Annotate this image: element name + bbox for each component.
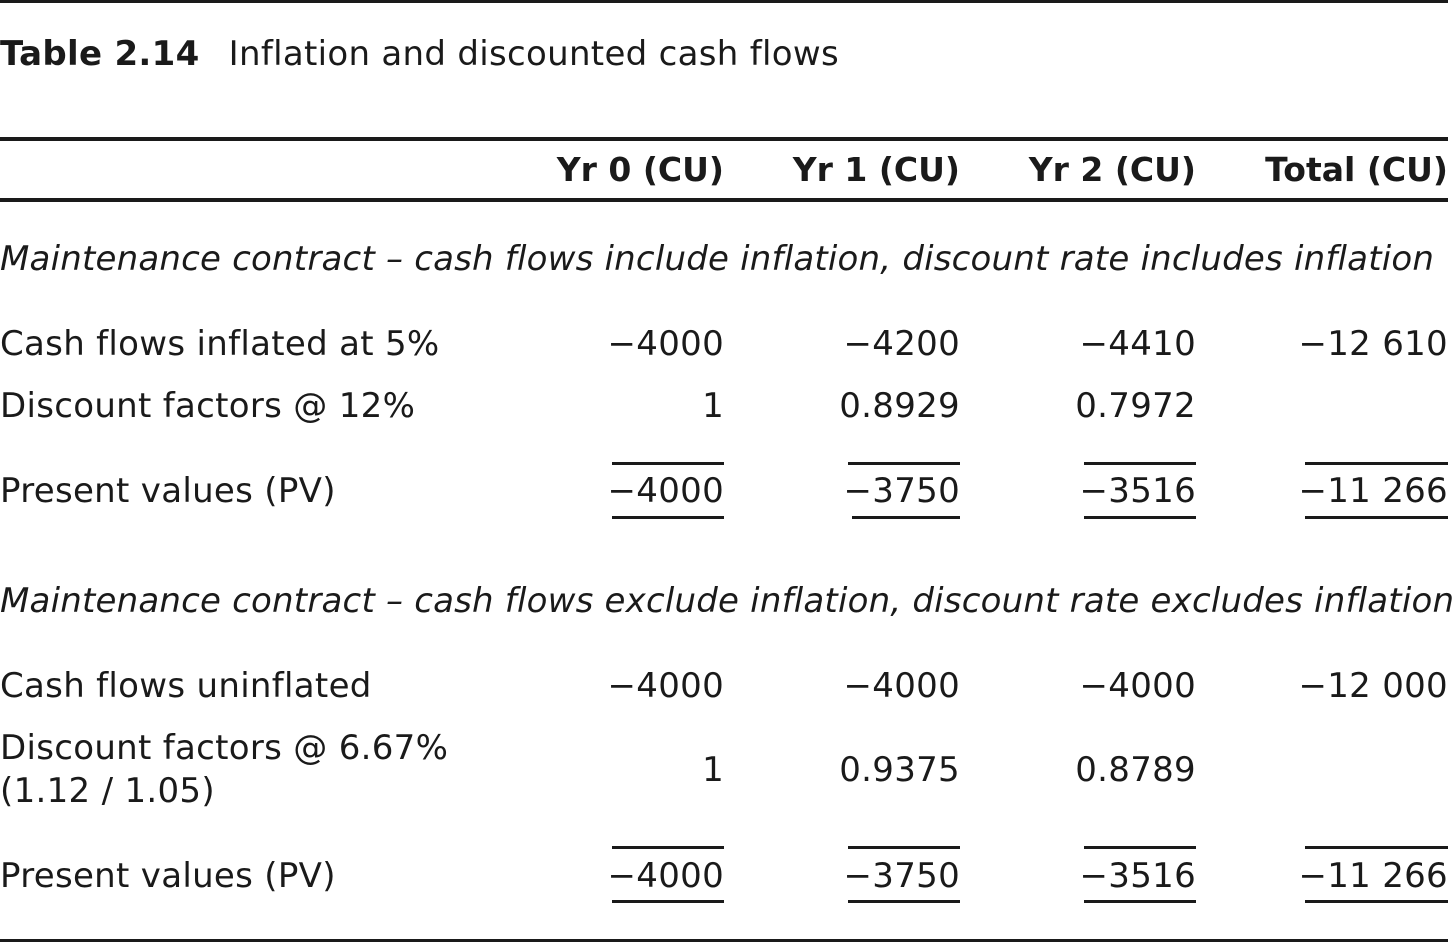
header-bottom-rule <box>0 198 1448 202</box>
column-header-yr1: Yr 1 (CU) <box>792 150 960 189</box>
cell: −4000 <box>843 666 960 706</box>
cell: −3750 <box>843 856 960 896</box>
cell: −12 610 <box>1298 324 1448 364</box>
header-top-rule <box>0 137 1448 141</box>
bottom-rule <box>0 939 1448 942</box>
sum-overline <box>1305 462 1448 465</box>
cell: 0.7972 <box>1075 386 1196 426</box>
cell: −3750 <box>843 471 960 511</box>
top-rule <box>0 0 1448 3</box>
cell: −4410 <box>1079 324 1196 364</box>
column-header-total: Total (CU) <box>1265 150 1448 189</box>
sum-underline <box>852 516 960 519</box>
cell: 0.9375 <box>839 750 960 790</box>
sum-overline <box>612 846 724 849</box>
row-label-discount-factors-667: Discount factors @ 6.67% <box>0 728 449 768</box>
row-label-discount-factors-12: Discount factors @ 12% <box>0 386 416 426</box>
cell: −4000 <box>607 471 724 511</box>
cell: −11 266 <box>1298 856 1448 896</box>
column-header-yr0: Yr 0 (CU) <box>556 150 724 189</box>
cell: −12 000 <box>1298 666 1448 706</box>
cell: 1 <box>702 386 724 426</box>
sum-overline <box>848 462 960 465</box>
sum-underline <box>1084 516 1196 519</box>
sum-underline <box>1305 516 1448 519</box>
row-label-present-values: Present values (PV) <box>0 856 336 896</box>
cell: 0.8789 <box>1075 750 1196 790</box>
sum-underline <box>848 900 960 903</box>
cell: −4200 <box>843 324 960 364</box>
table-caption: Table 2.14 Inflation and discounted cash… <box>0 32 839 76</box>
column-header-yr2: Yr 2 (CU) <box>1028 150 1196 189</box>
cell: −11 266 <box>1298 471 1448 511</box>
sum-underline <box>1084 900 1196 903</box>
cell: −3516 <box>1079 471 1196 511</box>
row-label-present-values: Present values (PV) <box>0 471 336 511</box>
cell: −3516 <box>1079 856 1196 896</box>
cell: −4000 <box>607 856 724 896</box>
cell: −4000 <box>607 666 724 706</box>
section-title-inflated: Maintenance contract – cash flows includ… <box>0 239 1435 279</box>
cell: −4000 <box>1079 666 1196 706</box>
sum-overline <box>1084 846 1196 849</box>
sum-underline <box>612 900 724 903</box>
sum-underline <box>612 516 724 519</box>
table-title: Inflation and discounted cash flows <box>228 34 839 74</box>
cell: −4000 <box>607 324 724 364</box>
row-label-cash-flows-inflated: Cash flows inflated at 5% <box>0 324 440 364</box>
table-number: Table 2.14 <box>0 34 200 74</box>
row-label-cash-flows-uninflated: Cash flows uninflated <box>0 666 372 706</box>
section-title-uninflated: Maintenance contract – cash flows exclud… <box>0 581 1454 621</box>
cell: 0.8929 <box>839 386 960 426</box>
row-label-discount-factors-667-formula: (1.12 / 1.05) <box>0 771 215 811</box>
sum-overline <box>612 462 724 465</box>
sum-overline <box>848 846 960 849</box>
sum-overline <box>1305 846 1448 849</box>
sum-overline <box>1084 462 1196 465</box>
sum-underline <box>1305 900 1448 903</box>
cell: 1 <box>702 750 724 790</box>
